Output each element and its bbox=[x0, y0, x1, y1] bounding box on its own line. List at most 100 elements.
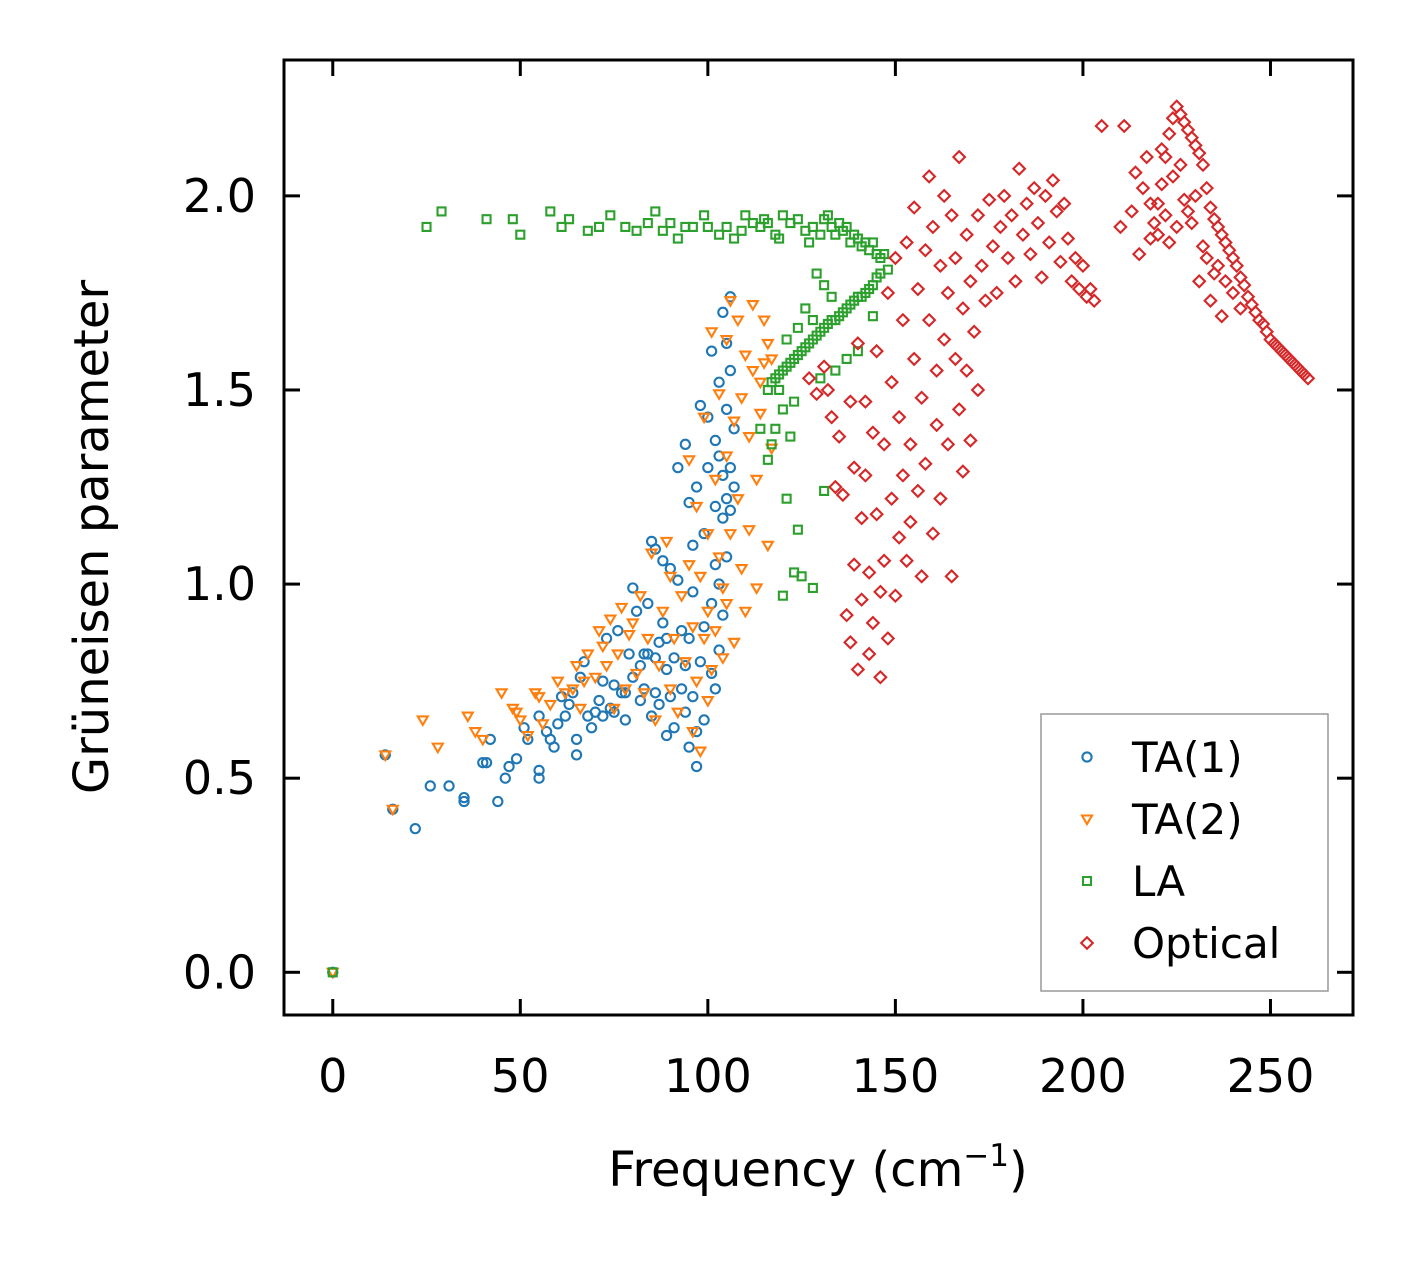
point-TA(2)-12 bbox=[520, 730, 535, 743]
point-LA-75 bbox=[815, 326, 826, 337]
point-Optical-168 bbox=[1139, 149, 1154, 165]
point-LA-42 bbox=[822, 210, 833, 221]
point-TA(2)-87 bbox=[746, 366, 760, 378]
point-Optical-33 bbox=[888, 588, 903, 604]
point-LA-5 bbox=[515, 229, 526, 240]
point-Optical-98 bbox=[1049, 204, 1064, 219]
point-LA-3 bbox=[481, 214, 492, 225]
point-TA(2)-31 bbox=[614, 602, 629, 615]
point-TA(2)-33 bbox=[622, 630, 636, 642]
point-Optical-87 bbox=[1008, 273, 1023, 289]
point-LA-114 bbox=[841, 353, 852, 364]
x-tick-label: 200 bbox=[1039, 1049, 1127, 1103]
y-axis: 0.0 0.5 1.0 1.5 2.0 bbox=[183, 169, 1353, 999]
point-TA(1)-116 bbox=[724, 461, 737, 474]
point-TA(2)-14 bbox=[532, 692, 546, 704]
point-LA-49 bbox=[849, 229, 860, 240]
point-Optical-31 bbox=[884, 491, 899, 506]
point-Optical-21 bbox=[865, 425, 881, 440]
point-Optical-154 bbox=[1300, 371, 1316, 386]
x-axis-label-superscript: −1 bbox=[963, 1138, 1009, 1174]
point-Optical-101 bbox=[1060, 231, 1076, 246]
point-TA(1)-93 bbox=[702, 461, 714, 474]
point-TA(2)-47 bbox=[671, 707, 685, 720]
point-Optical-15 bbox=[854, 510, 869, 526]
x-axis-label: Frequency (cm−1) bbox=[608, 1138, 1028, 1198]
point-Optical-99 bbox=[1053, 254, 1068, 270]
point-TA(2)-60 bbox=[701, 695, 715, 708]
point-LA-105 bbox=[781, 493, 792, 504]
point-TA(1)-83 bbox=[687, 586, 699, 598]
point-LA-103 bbox=[762, 454, 773, 465]
point-Optical-93 bbox=[1030, 215, 1046, 231]
point-LA-36 bbox=[792, 214, 803, 225]
point-TA(1)-33 bbox=[585, 722, 598, 734]
point-LA-59 bbox=[875, 268, 886, 279]
point-LA-73 bbox=[822, 318, 833, 330]
point-TA(1)-41 bbox=[608, 706, 620, 718]
point-Optical-175 bbox=[1225, 285, 1241, 301]
point-LA-23 bbox=[714, 229, 725, 240]
point-TA(1)-29 bbox=[570, 733, 583, 746]
point-TA(1)-101 bbox=[709, 683, 722, 695]
point-TA(2)-72 bbox=[719, 451, 734, 464]
point-Optical-164 bbox=[1135, 180, 1151, 196]
legend-marker-LA bbox=[1081, 875, 1093, 887]
point-Optical-160 bbox=[1180, 204, 1196, 219]
point-LA-54 bbox=[867, 237, 878, 248]
point-LA-94 bbox=[807, 315, 818, 326]
point-Optical-29 bbox=[880, 631, 896, 646]
point-LA-81 bbox=[792, 349, 803, 361]
point-LA-66 bbox=[849, 295, 860, 306]
point-TA(2)-94 bbox=[761, 338, 775, 351]
point-TA(1)-77 bbox=[679, 659, 691, 672]
point-Optical-84 bbox=[996, 188, 1012, 204]
point-TA(2)-91 bbox=[753, 408, 768, 421]
point-TA(2)-23 bbox=[580, 649, 595, 662]
point-TA(1)-70 bbox=[668, 722, 680, 734]
point-Optical-171 bbox=[1184, 215, 1199, 231]
point-Optical-155 bbox=[1165, 169, 1181, 184]
point-Optical-22 bbox=[865, 615, 881, 631]
point-Optical-125 bbox=[1191, 145, 1207, 161]
point-TA(2)-43 bbox=[659, 536, 674, 549]
point-LA-92 bbox=[826, 291, 837, 302]
point-LA-40 bbox=[815, 229, 826, 240]
point-Optical-180 bbox=[1203, 293, 1218, 308]
point-LA-116 bbox=[867, 311, 878, 322]
point-TA(1)-65 bbox=[660, 729, 673, 742]
point-TA(1)-28 bbox=[570, 749, 583, 761]
point-Optical-8 bbox=[839, 607, 854, 623]
point-Optical-181 bbox=[1214, 308, 1230, 324]
point-Optical-127 bbox=[1199, 180, 1215, 196]
point-Optical-40 bbox=[899, 235, 914, 250]
point-TA(1)-78 bbox=[679, 438, 691, 450]
point-LA-89 bbox=[762, 384, 773, 396]
legend: TA(1) TA(2) LA Optical bbox=[1040, 713, 1329, 992]
point-Optical-68 bbox=[951, 149, 967, 165]
point-TA(2)-8 bbox=[494, 688, 509, 700]
point-Optical-65 bbox=[948, 351, 963, 367]
point-Optical-46 bbox=[910, 281, 926, 297]
point-Optical-63 bbox=[944, 207, 959, 223]
point-TA(2)-81 bbox=[734, 393, 749, 405]
point-TA(1)-25 bbox=[559, 710, 571, 722]
point-Optical-37 bbox=[895, 468, 911, 483]
point-Optical-135 bbox=[1229, 258, 1245, 274]
point-Optical-108 bbox=[1086, 293, 1102, 308]
point-Optical-17 bbox=[858, 394, 873, 409]
point-TA(1)-14 bbox=[510, 753, 523, 765]
point-TA(2)-88 bbox=[749, 474, 764, 487]
point-TA(1)-4 bbox=[424, 780, 436, 792]
point-Optical-157 bbox=[1150, 227, 1166, 242]
point-TA(1)-61 bbox=[653, 698, 665, 711]
point-TA(2)-48 bbox=[674, 591, 689, 603]
point-Optical-128 bbox=[1203, 200, 1218, 215]
point-LA-35 bbox=[785, 217, 796, 229]
point-TA(2)-1 bbox=[378, 750, 393, 762]
point-TA(2)-54 bbox=[689, 501, 704, 514]
point-Optical-75 bbox=[966, 324, 982, 340]
point-TA(1)-19 bbox=[533, 772, 545, 784]
point-Optical-16 bbox=[854, 592, 869, 607]
point-TA(2)-35 bbox=[629, 668, 644, 681]
